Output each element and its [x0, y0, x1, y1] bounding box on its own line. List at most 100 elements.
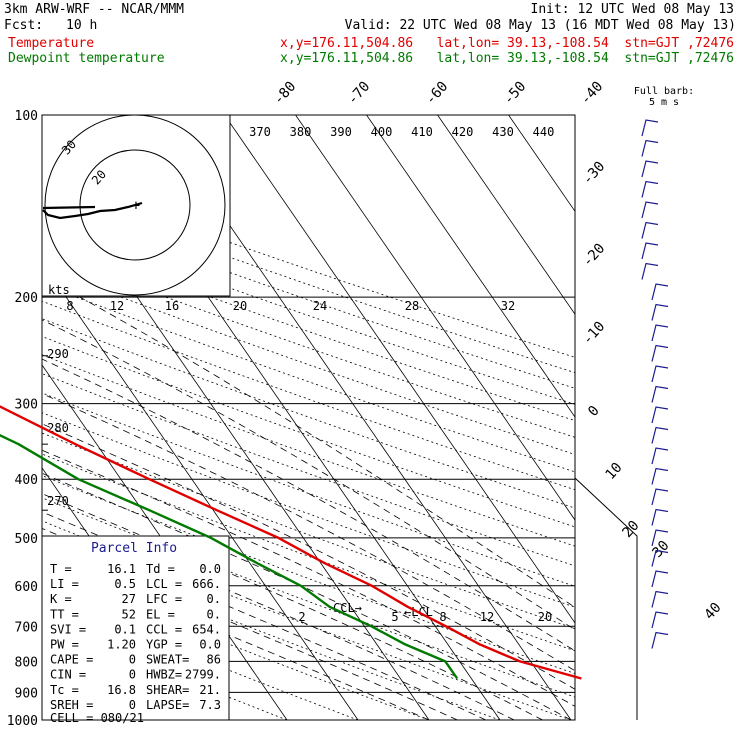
theta-label: 390 [330, 125, 352, 139]
wind-barb [651, 467, 669, 485]
moist-adiabat-line [42, 449, 575, 707]
isotherm-label: -40 [578, 79, 607, 109]
dewpoint-trace [0, 433, 459, 680]
wind-barb [651, 549, 669, 567]
plot-frame [41, 114, 576, 721]
forecast-label: Fcst: [4, 18, 44, 33]
mixing-ratio-label: 32 [501, 299, 515, 313]
wind-barbs: Full barb:5 m s [634, 86, 694, 649]
mixing-ratio-label: 8 [66, 299, 73, 313]
dry-adiabat-line [42, 189, 575, 374]
parcel-param-value: 0 [129, 668, 136, 682]
mixing-ratio-label: 24 [313, 299, 327, 313]
wind-barb [641, 262, 659, 280]
wind-barb [651, 570, 669, 588]
wind-barb [651, 488, 669, 506]
isotherm-label: -60 [423, 79, 452, 109]
moist-adiabat-line [42, 319, 575, 631]
ccl-marker: CCL→ [333, 601, 362, 615]
wind-barb [651, 303, 669, 321]
pressure-tick-label: 400 [15, 473, 38, 488]
pressure-tick-label: 300 [15, 398, 38, 413]
parcel-param-label: K = [50, 592, 72, 606]
pressure-tick-label: 800 [15, 655, 38, 670]
dewpoint-legend-label: Dewpoint temperature [8, 51, 165, 66]
pressure-tick-label: 100 [15, 109, 38, 124]
isotherm-line [366, 115, 575, 418]
theta-label: 290 [47, 347, 69, 361]
wind-barb [651, 324, 669, 342]
lower-panel-edge [574, 477, 638, 720]
parcel-param-value: 27 [122, 592, 136, 606]
dewpoint-location: x,y=176.11,504.86 lat,lon= 39.13,-108.54… [280, 51, 734, 66]
dry-adiabat-line [42, 392, 575, 587]
mixing-ratio-label: 12 [110, 299, 124, 313]
parcel-param-value: 86 [207, 653, 221, 667]
hodograph-ring-inner [79, 149, 191, 261]
wind-barb [651, 590, 669, 608]
parcel-param-value: 0.5 [114, 577, 136, 591]
mixing-ratio-label: 12 [480, 610, 494, 624]
parcel-param-label: LI = [50, 577, 79, 591]
isotherm-line [0, 115, 3, 720]
model-title: 3km ARW-WRF -- NCAR/MMM [4, 2, 185, 17]
wind-barb [651, 631, 669, 649]
parcel-param-label: LAPSE= [146, 698, 189, 712]
moist-adiabat-line [79, 296, 575, 608]
isotherm-label: 20 [619, 518, 642, 541]
moist-adiabat-line [42, 493, 543, 720]
wind-barb [641, 139, 659, 157]
parcel-param-label: Tc = [50, 683, 79, 697]
wind-barb [651, 508, 669, 526]
mixing-ratio-label: 16 [165, 299, 179, 313]
moist-adiabat-line [42, 423, 575, 690]
mixing-ratio-label: 20 [538, 610, 552, 624]
parcel-param-value: 16.1 [107, 562, 136, 576]
isotherm-line [42, 261, 359, 720]
parcel-info-title: Parcel Info [91, 541, 177, 556]
dry-adiabat-line [42, 219, 575, 405]
isotherm-label: -30 [580, 159, 609, 189]
forecast-hour: 10 h [66, 18, 98, 33]
init-time: Init: 12 UTC Wed 08 May 13 [530, 2, 735, 17]
isotherm-label: -50 [501, 79, 530, 109]
dry-adiabat-line [42, 300, 575, 491]
mixing-ratio-label: 28 [405, 299, 419, 313]
parcel-param-value: 7.3 [199, 698, 221, 712]
wind-barb [651, 611, 669, 629]
isotherm-label: 0 [585, 403, 603, 420]
isotherm-label: -70 [345, 79, 374, 109]
hodograph-unit-label: kts [48, 283, 70, 297]
wind-barb [651, 406, 669, 424]
parcel-param-label: LFC = [146, 592, 182, 606]
parcel-param-label: YGP = [146, 638, 182, 652]
parcel-param-label: HWBZ= [146, 668, 182, 682]
dry-adiabat-line [42, 373, 575, 567]
wind-barb [651, 447, 669, 465]
pressure-tick-label: 900 [15, 686, 38, 701]
theta-label: 380 [290, 125, 312, 139]
mixing-ratio-label: 5 [391, 610, 398, 624]
hodograph-storm-motion: + [132, 198, 140, 214]
parcel-param-value: 0.1 [114, 622, 136, 636]
parcel-cell-value: CELL = 080/21 [50, 711, 144, 725]
isotherm-label: -80 [271, 79, 300, 109]
mixing-ratio-label: 2 [298, 610, 305, 624]
wind-barb [651, 344, 669, 362]
barb-key-label: Full barb: [634, 86, 694, 97]
pressure-tick-label: 1000 [7, 714, 38, 729]
valid-time: Valid: 22 UTC Wed 08 May 13 (16 MDT Wed … [344, 18, 736, 33]
isotherm-line [437, 115, 575, 315]
wind-barb [641, 221, 659, 239]
parcel-param-value: 0. [207, 607, 221, 621]
parcel-param-label: Td = [146, 562, 175, 576]
moist-adiabat-line [42, 527, 486, 720]
parcel-param-value: 0.0 [199, 562, 221, 576]
parcel-info-frame [41, 535, 230, 721]
parcel-param-label: EL = [146, 607, 175, 621]
moist-adiabat-line [42, 358, 575, 652]
parcel-param-label: LCL = [146, 577, 182, 591]
isotherm-label: -20 [580, 241, 609, 271]
